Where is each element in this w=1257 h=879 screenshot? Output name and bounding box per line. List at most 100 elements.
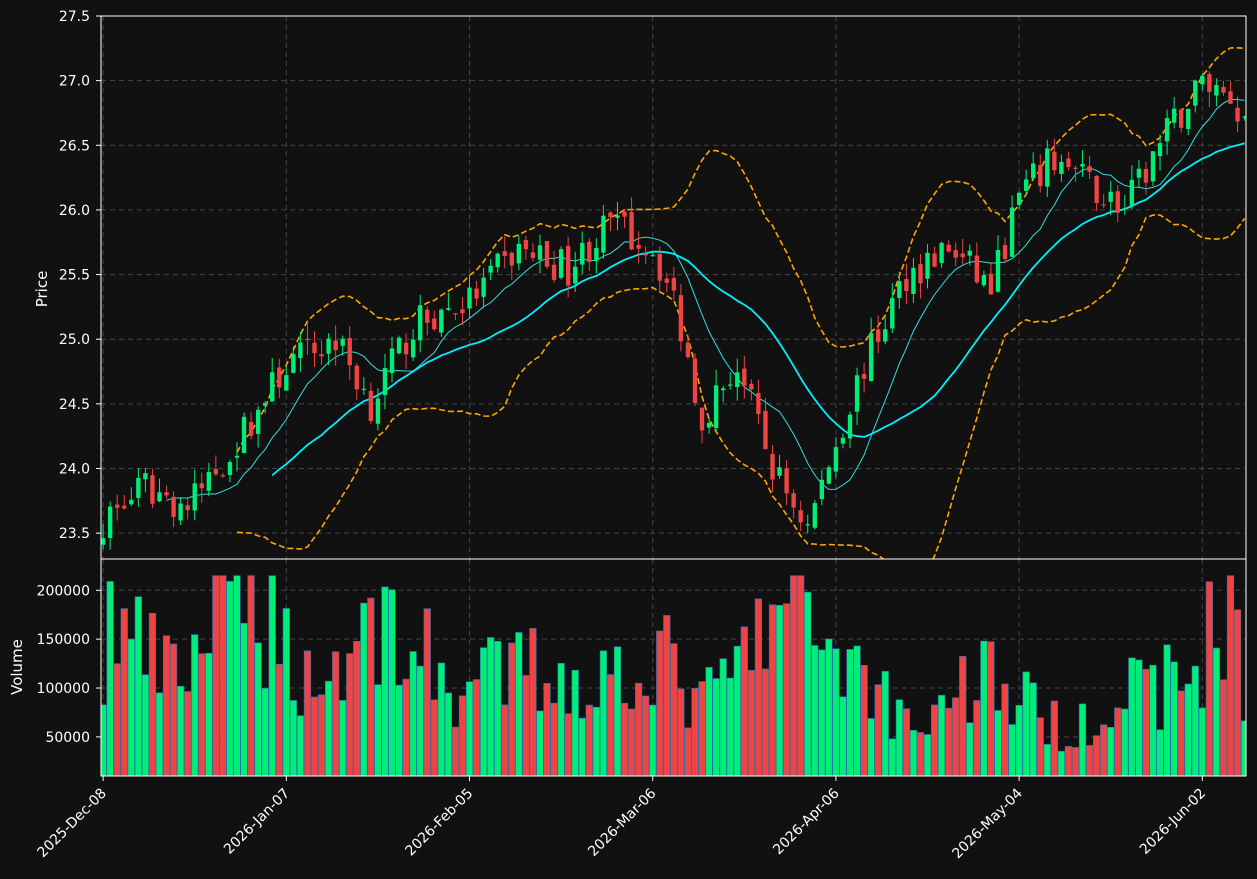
candle-body (622, 211, 627, 217)
volume-bar (360, 602, 368, 776)
volume-bar (148, 612, 157, 776)
candle-body (791, 493, 796, 508)
volume-bar (649, 704, 657, 776)
volume-bar (353, 640, 361, 776)
volume-bar (909, 730, 918, 776)
volume-bar (494, 640, 502, 776)
volume-bar (1114, 707, 1122, 776)
volume-bar (620, 702, 629, 776)
candle-body (1150, 151, 1156, 182)
candle-body (756, 392, 761, 414)
candle-body (213, 468, 219, 475)
volume-bar (782, 603, 791, 776)
candle-body (460, 309, 465, 314)
candle-body (178, 503, 183, 521)
volume-bar (240, 622, 248, 776)
volume-bar (902, 708, 910, 776)
volume-bar (585, 704, 593, 776)
candle-body (565, 245, 571, 286)
volume-bar (937, 694, 946, 776)
volume-bar (1226, 575, 1235, 776)
volume-bar (775, 605, 784, 776)
candle-body (911, 267, 916, 294)
volume-bar (1233, 609, 1242, 776)
volume-bar (522, 675, 530, 776)
candle-body (706, 422, 712, 428)
volume-bar (1149, 664, 1157, 776)
candle-body (326, 338, 331, 354)
volume-bar (1198, 707, 1206, 776)
volume-bar (839, 696, 847, 776)
volume-bar (846, 649, 854, 776)
candle-body (361, 388, 367, 390)
candle-body (418, 305, 423, 341)
candle-body (819, 479, 825, 500)
volume-axis-title: Volume (8, 639, 26, 695)
candle-body (1101, 204, 1106, 206)
price-ytick-label: 27.0 (59, 74, 90, 90)
volume-bar (888, 738, 896, 776)
candle-body (347, 338, 352, 366)
volume-bar (402, 678, 410, 776)
candle-body (425, 309, 430, 323)
volume-bar (134, 596, 142, 776)
volume-bar (698, 681, 706, 776)
candle-body (368, 390, 374, 422)
candle-body (932, 253, 937, 267)
volume-bar (501, 704, 509, 776)
price-axis-title: Price (33, 271, 51, 308)
volume-bar (141, 674, 150, 776)
volume-bar (973, 700, 981, 776)
candle-body (136, 477, 141, 498)
candle-body (192, 483, 197, 511)
volume-bar (1121, 708, 1129, 776)
volume-bar (374, 684, 382, 776)
candle-body (735, 372, 740, 388)
candle-body (1186, 108, 1191, 129)
candle-body (143, 473, 148, 480)
volume-bar (1057, 750, 1066, 776)
candle-body (1242, 116, 1246, 118)
volume-bar (444, 692, 452, 776)
candle-body (488, 265, 493, 273)
volume-ytick-label: 100000 (37, 681, 90, 697)
volume-bar (754, 598, 763, 776)
volume-bar (797, 575, 805, 776)
candle-body (678, 295, 684, 342)
candle-body (1122, 208, 1127, 210)
candle-body (805, 524, 810, 526)
candle-body (946, 244, 951, 252)
candle-body (876, 329, 881, 342)
volume-bar (1205, 581, 1213, 776)
volume-bar (867, 718, 875, 776)
candle-body (699, 407, 705, 431)
price-ytick-label: 25.5 (59, 268, 90, 284)
volume-bar (930, 704, 939, 776)
volume-bar (416, 665, 424, 776)
candle-body (847, 414, 853, 439)
volume-bar (1184, 683, 1192, 776)
candle-body (770, 453, 775, 480)
candle-body (340, 338, 345, 346)
volume-bar (275, 663, 283, 776)
volume-ytick-label: 150000 (37, 632, 90, 648)
volume-bar (860, 664, 868, 776)
volume-ytick-label: 50000 (45, 730, 90, 746)
volume-bar (1093, 735, 1101, 776)
candle-body (728, 384, 733, 386)
volume-bar (613, 646, 622, 776)
volume-bar (571, 669, 579, 776)
candle-body (312, 342, 317, 354)
candle-body (1157, 143, 1163, 157)
volume-bar (282, 608, 290, 776)
volume-bar (1142, 668, 1150, 776)
volume-bar (1191, 665, 1199, 776)
candle-body (277, 367, 282, 388)
volume-bar (430, 699, 438, 776)
candle-body (826, 467, 832, 484)
volume-bars (101, 575, 1246, 776)
volume-bar (113, 663, 121, 776)
candle-body (354, 365, 359, 390)
volume-bar (726, 677, 734, 776)
volume-bar (346, 653, 354, 776)
